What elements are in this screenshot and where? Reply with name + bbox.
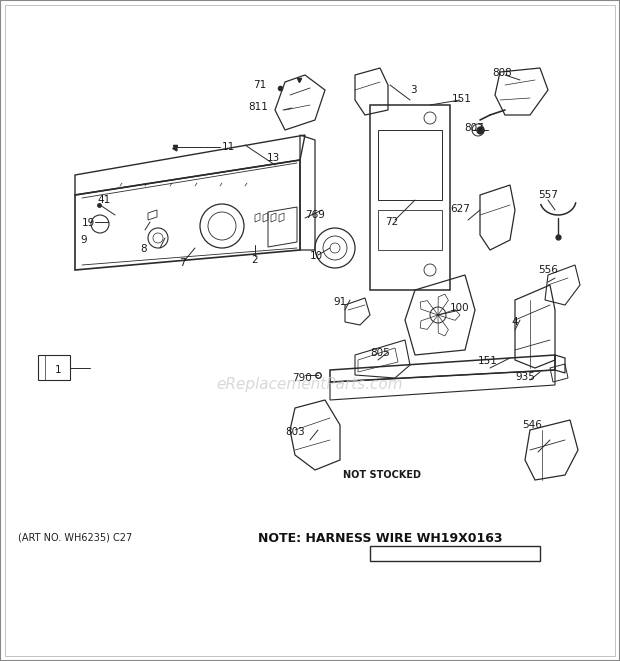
Text: 556: 556 — [538, 265, 558, 275]
Text: 803: 803 — [285, 427, 305, 437]
Text: 790: 790 — [292, 373, 312, 383]
Text: 2: 2 — [252, 255, 259, 265]
Text: 4: 4 — [512, 317, 518, 327]
Text: 7: 7 — [179, 258, 185, 268]
Text: 557: 557 — [538, 190, 558, 200]
Text: 91: 91 — [334, 297, 347, 307]
Text: 10: 10 — [309, 251, 322, 261]
Text: 935: 935 — [515, 372, 535, 382]
Text: 72: 72 — [386, 217, 399, 227]
Text: 8: 8 — [141, 244, 148, 254]
Text: 11: 11 — [221, 142, 234, 152]
Text: 805: 805 — [370, 348, 390, 358]
Text: 71: 71 — [254, 80, 267, 90]
Text: 811: 811 — [248, 102, 268, 112]
Text: 627: 627 — [450, 204, 470, 214]
Text: 151: 151 — [452, 94, 472, 104]
Text: eReplacementParts.com: eReplacementParts.com — [216, 377, 404, 393]
Text: (ART NO. WH6235) C27: (ART NO. WH6235) C27 — [18, 533, 132, 543]
Text: 41: 41 — [97, 195, 110, 205]
Text: 3: 3 — [410, 85, 416, 95]
Text: 769: 769 — [305, 210, 325, 220]
Text: 808: 808 — [492, 68, 512, 78]
Text: 1: 1 — [55, 365, 61, 375]
Text: 151: 151 — [478, 356, 498, 366]
Text: NOT STOCKED: NOT STOCKED — [343, 470, 421, 480]
Text: 9: 9 — [81, 235, 87, 245]
Text: 807: 807 — [464, 123, 484, 133]
Text: 546: 546 — [522, 420, 542, 430]
Text: 13: 13 — [267, 153, 280, 163]
Text: 19: 19 — [81, 218, 95, 228]
Text: 100: 100 — [450, 303, 470, 313]
Text: NOTE: HARNESS WIRE WH19X0163: NOTE: HARNESS WIRE WH19X0163 — [258, 531, 502, 545]
